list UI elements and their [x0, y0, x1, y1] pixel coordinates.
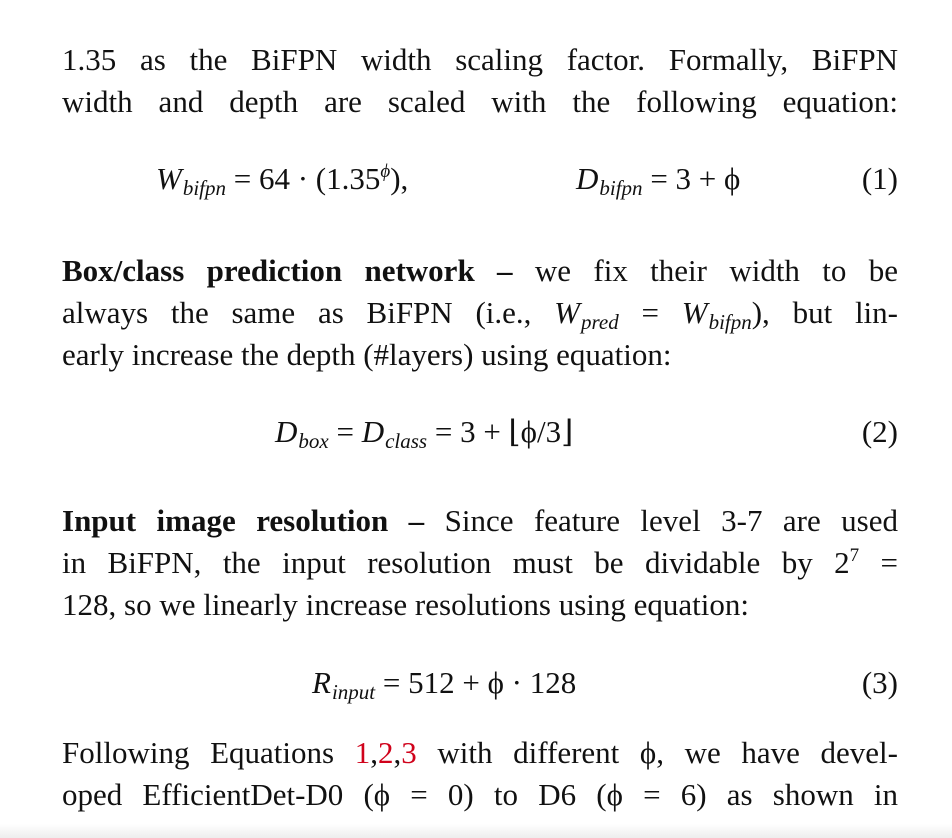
text-span: Since feature level 3-7 are used [444, 503, 898, 538]
math-expr: = 512 + ϕ · 128 [375, 665, 577, 700]
equation-1-width: Wbifpn = 64 · (1.35ϕ), [156, 158, 408, 205]
text-line: always the same as BiFPN (i.e., Wpred = … [62, 292, 898, 334]
math-subscript: bifpn [599, 176, 643, 200]
section-heading: Box/class prediction network – [62, 253, 513, 288]
math-expr: = [328, 414, 362, 449]
math-var: D [361, 414, 385, 449]
text-span: , [393, 735, 402, 770]
paragraph-scaling-intro: 1.35 as the BiFPN width scaling factor. … [62, 39, 898, 123]
equation-1-depth: Dbifpn = 3 + ϕ [576, 158, 740, 203]
equation-ref-1-link[interactable]: 1 [354, 735, 371, 770]
math-subscript: input [331, 680, 376, 704]
math-subscript: pred [581, 310, 619, 334]
text-line: width and depth are scaled with the foll… [62, 84, 898, 119]
equation-number-2: (2) [861, 414, 898, 449]
math-expr: = [618, 295, 682, 330]
equation-number-1: (1) [861, 161, 898, 196]
math-superscript: 7 [849, 545, 860, 566]
math-expr: = 3 + ⌊ϕ/3⌋ [427, 414, 574, 449]
paragraph-following-equations: Following Equations 1,2,3 with different… [62, 732, 898, 816]
equation-number-3: (3) [861, 665, 898, 700]
text-span: Following Equations [62, 735, 355, 770]
text-line: oped EfficientDet-D0 (ϕ = 0) to D6 (ϕ = … [62, 777, 898, 812]
math-subscript: class [385, 429, 428, 453]
math-var: D [576, 161, 599, 196]
equation-ref-3-link[interactable]: 3 [401, 735, 417, 770]
math-expr: = 64 · (1.35 [233, 161, 381, 196]
page-bottom-edge [0, 824, 952, 838]
text-span: always the same as BiFPN (i.e., [62, 295, 555, 330]
text-span: with different ϕ, we have devel- [416, 735, 898, 770]
math-var: W [554, 295, 580, 330]
text-line: Box/class prediction network – we fix th… [62, 250, 898, 292]
section-heading: Input image resolution – [62, 503, 425, 538]
math-var: D [275, 414, 298, 449]
math-expr: = 3 + ϕ [650, 161, 741, 196]
text-span: , [370, 735, 378, 770]
math-subscript: bifpn [708, 310, 752, 334]
paragraph-box-class-network: Box/class prediction network – we fix th… [62, 250, 898, 376]
math-expr: ), [390, 161, 409, 196]
text-line: in BiFPN, the input resolution must be d… [62, 542, 898, 584]
math-superscript: ϕ [380, 161, 391, 182]
text-line: 1.35 as the BiFPN width scaling factor. … [62, 42, 898, 77]
text-span: in BiFPN, the input resolution must be d… [62, 545, 850, 580]
text-line: Following Equations 1,2,3 with different… [62, 732, 898, 774]
math-var: W [156, 161, 182, 196]
math-subscript: box [298, 429, 329, 453]
text-span: we fix their width to be [534, 253, 898, 288]
math-var: R [312, 665, 331, 700]
equation-3-resolution: Rinput = 512 + ϕ · 128 [312, 662, 576, 707]
equation-2-depth: Dbox = Dclass = 3 + ⌊ϕ/3⌋ [275, 411, 573, 456]
text-line: 128, so we linearly increase resolutions… [62, 587, 750, 622]
equation-ref-2-link[interactable]: 2 [377, 735, 394, 770]
math-subscript: bifpn [182, 176, 226, 200]
text-line: Input image resolution – Since feature l… [62, 500, 898, 542]
paragraph-input-resolution: Input image resolution – Since feature l… [62, 500, 898, 626]
text-line: early increase the depth (#layers) using… [62, 337, 672, 372]
text-span: ), but lin- [751, 295, 898, 330]
math-var: W [681, 295, 708, 330]
text-span: = [859, 545, 899, 580]
